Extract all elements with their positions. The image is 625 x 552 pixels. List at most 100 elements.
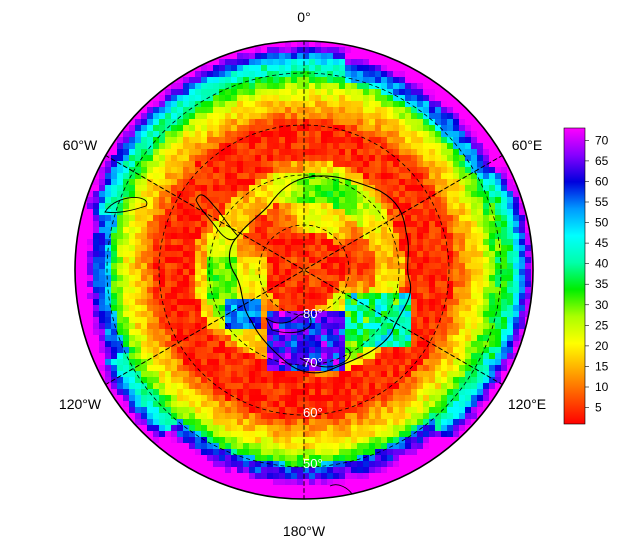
heatmap-cell bbox=[153, 149, 160, 156]
heatmap-cell bbox=[489, 155, 496, 162]
heatmap-cell bbox=[141, 197, 148, 204]
heatmap-cell bbox=[303, 71, 310, 78]
heatmap-cell bbox=[459, 275, 466, 282]
heatmap-cell bbox=[243, 59, 250, 66]
heatmap-cell bbox=[447, 329, 454, 336]
heatmap-cell bbox=[183, 113, 190, 120]
heatmap-cell bbox=[345, 485, 352, 492]
heatmap-cell bbox=[201, 401, 208, 408]
heatmap-cell bbox=[441, 113, 448, 120]
heatmap-cell bbox=[237, 449, 244, 456]
heatmap-cell bbox=[297, 467, 304, 474]
heatmap-cell bbox=[375, 101, 382, 108]
heatmap-cell bbox=[297, 281, 304, 288]
heatmap-cell bbox=[483, 305, 490, 312]
heatmap-cell bbox=[327, 353, 334, 360]
heatmap-cell bbox=[447, 347, 454, 354]
heatmap-cell bbox=[243, 167, 250, 174]
heatmap-cell bbox=[105, 155, 112, 162]
heatmap-cell bbox=[459, 365, 466, 372]
heatmap-cell bbox=[321, 371, 328, 378]
heatmap-cell bbox=[105, 251, 112, 258]
heatmap-cell bbox=[393, 101, 400, 108]
heatmap-cell bbox=[501, 299, 508, 306]
heatmap-cell bbox=[273, 383, 280, 390]
heatmap-cell bbox=[87, 317, 94, 324]
heatmap-cell bbox=[117, 257, 124, 264]
heatmap-cell bbox=[219, 413, 226, 420]
heatmap-cell bbox=[135, 137, 142, 144]
heatmap-cell bbox=[159, 125, 166, 132]
heatmap-cell bbox=[381, 173, 388, 180]
heatmap-cell bbox=[471, 251, 478, 258]
heatmap-cell bbox=[273, 395, 280, 402]
heatmap-cell bbox=[429, 419, 436, 426]
heatmap-cell bbox=[387, 299, 394, 306]
heatmap-cell bbox=[333, 167, 340, 174]
heatmap-cell bbox=[117, 227, 124, 234]
heatmap-cell bbox=[297, 221, 304, 228]
heatmap-cell bbox=[393, 329, 400, 336]
heatmap-cell bbox=[345, 347, 352, 354]
heatmap-cell bbox=[201, 257, 208, 264]
heatmap-cell bbox=[291, 479, 298, 486]
heatmap-cell bbox=[309, 107, 316, 114]
heatmap-cell bbox=[213, 185, 220, 192]
heatmap-cell bbox=[345, 293, 352, 300]
heatmap-cell bbox=[495, 293, 502, 300]
heatmap-cell bbox=[171, 275, 178, 282]
heatmap-cell bbox=[441, 125, 448, 132]
heatmap-cell bbox=[405, 449, 412, 456]
heatmap-cell bbox=[105, 293, 112, 300]
heatmap-cell bbox=[159, 227, 166, 234]
heatmap-cell bbox=[321, 239, 328, 246]
heatmap-cell bbox=[441, 299, 448, 306]
heatmap-cell bbox=[333, 95, 340, 102]
heatmap-cell bbox=[201, 287, 208, 294]
heatmap-cell bbox=[285, 155, 292, 162]
heatmap-cell bbox=[393, 59, 400, 66]
heatmap-cell bbox=[219, 239, 226, 246]
heatmap-cell bbox=[267, 491, 274, 498]
heatmap-cell bbox=[129, 209, 136, 216]
heatmap-cell bbox=[429, 89, 436, 96]
heatmap-cell bbox=[399, 215, 406, 222]
heatmap-cell bbox=[351, 233, 358, 240]
heatmap-cell bbox=[357, 305, 364, 312]
heatmap-cell bbox=[285, 299, 292, 306]
heatmap-cell bbox=[123, 419, 130, 426]
heatmap-cell bbox=[405, 293, 412, 300]
heatmap-cell bbox=[303, 83, 310, 90]
heatmap-cell bbox=[417, 395, 424, 402]
heatmap-cell bbox=[267, 71, 274, 78]
heatmap-cell bbox=[171, 155, 178, 162]
heatmap-cell bbox=[213, 317, 220, 324]
heatmap-cell bbox=[123, 323, 130, 330]
heatmap-cell bbox=[249, 419, 256, 426]
heatmap-cell bbox=[267, 335, 274, 342]
heatmap-cell bbox=[135, 119, 142, 126]
heatmap-cell bbox=[147, 263, 154, 270]
heatmap-cell bbox=[129, 323, 136, 330]
heatmap-cell bbox=[345, 401, 352, 408]
heatmap-cell bbox=[231, 251, 238, 258]
heatmap-cell bbox=[141, 395, 148, 402]
heatmap-cell bbox=[303, 53, 310, 60]
heatmap-cell bbox=[429, 101, 436, 108]
heatmap-cell bbox=[153, 449, 160, 456]
heatmap-cell bbox=[105, 233, 112, 240]
heatmap-cell bbox=[399, 89, 406, 96]
heatmap-cell bbox=[357, 275, 364, 282]
heatmap-cell bbox=[255, 443, 262, 450]
heatmap-cell bbox=[135, 281, 142, 288]
heatmap-cell bbox=[453, 113, 460, 120]
heatmap-cell bbox=[525, 263, 532, 270]
heatmap-cell bbox=[267, 149, 274, 156]
heatmap-cell bbox=[453, 239, 460, 246]
heatmap-cell bbox=[327, 377, 334, 384]
heatmap-cell bbox=[477, 203, 484, 210]
heatmap-cell bbox=[447, 215, 454, 222]
heatmap-cell bbox=[165, 425, 172, 432]
heatmap-cell bbox=[279, 59, 286, 66]
heatmap-cell bbox=[381, 461, 388, 468]
